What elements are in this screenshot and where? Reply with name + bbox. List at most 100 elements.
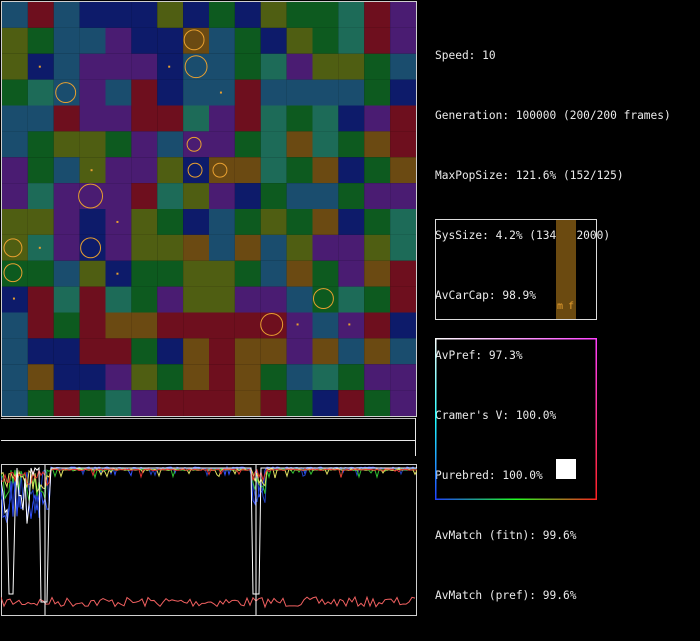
stat-av-match-pref: AvMatch (pref): 99.6% <box>435 589 577 602</box>
habitat-cell <box>234 364 261 391</box>
habitat-cell <box>338 390 365 416</box>
habitat-cell <box>183 157 209 184</box>
habitat-cell <box>312 260 339 287</box>
habitat-cell <box>364 364 391 391</box>
series-line-red <box>1 595 416 609</box>
habitat-cell <box>338 209 365 235</box>
habitat-cell <box>53 338 80 365</box>
habitat-cell <box>260 53 287 80</box>
habitat-cell <box>53 157 80 184</box>
habitat-cell <box>105 286 132 313</box>
habitat-cell <box>27 157 54 184</box>
habitat-cell <box>364 209 391 235</box>
habitat-cell <box>312 312 339 339</box>
population-dot <box>116 220 119 223</box>
habitat-cell <box>390 286 416 313</box>
habitat-cell <box>209 53 235 80</box>
habitat-cell <box>27 364 54 391</box>
habitat-cell <box>105 312 132 339</box>
habitat-cell <box>53 183 80 209</box>
habitat-cell <box>183 286 209 313</box>
population-dot <box>348 323 351 326</box>
habitat-cell <box>105 338 132 365</box>
habitat-cell <box>79 286 106 313</box>
habitat-cell <box>234 27 261 54</box>
habitat-cell <box>234 131 261 158</box>
habitat-cell <box>286 390 313 416</box>
habitat-cell <box>390 2 416 28</box>
habitat-cell <box>338 234 365 261</box>
habitat-cell <box>364 2 391 28</box>
habitat-cell <box>312 338 339 365</box>
population-dot <box>38 65 41 68</box>
habitat-cell <box>131 260 158 287</box>
habitat-cell <box>157 364 184 391</box>
population-dot <box>38 246 41 249</box>
habitat-cell <box>260 209 287 235</box>
habitat-cell <box>390 131 416 158</box>
habitat-cell <box>183 338 209 365</box>
habitat-cell <box>53 234 80 261</box>
habitat-cell <box>105 105 132 132</box>
pref-square-edge-right <box>595 338 597 500</box>
habitat-cell <box>157 390 184 416</box>
habitat-cell <box>131 53 158 80</box>
habitat-cell <box>364 157 391 184</box>
habitat-cell <box>53 390 80 416</box>
habitat-cell <box>260 390 287 416</box>
habitat-cell <box>209 260 235 287</box>
population-ring <box>184 55 208 79</box>
habitat-cell <box>79 79 106 106</box>
habitat-cell <box>27 286 54 313</box>
habitat-cell <box>105 157 132 184</box>
habitat-cell <box>27 260 54 287</box>
habitat-cell <box>390 338 416 365</box>
habitat-cell <box>338 79 365 106</box>
habitat-cell <box>157 2 184 28</box>
habitat-cell <box>234 209 261 235</box>
habitat-cell <box>338 312 365 339</box>
habitat-cell <box>27 183 54 209</box>
stat-max-pop-size: MaxPopSize: 121.6% (152/125) <box>435 169 624 182</box>
habitat-cell <box>131 27 158 54</box>
habitat-cell <box>2 157 28 184</box>
habitat-cell <box>79 234 106 261</box>
habitat-cell <box>157 79 184 106</box>
series-line-white <box>1 466 417 603</box>
habitat-cell <box>234 53 261 80</box>
habitat-cell <box>286 338 313 365</box>
habitat-cell <box>183 312 209 339</box>
habitat-cell <box>157 157 184 184</box>
habitat-cell <box>183 79 209 106</box>
habitat-cell <box>312 364 339 391</box>
habitat-cell <box>338 183 365 209</box>
habitat-cell <box>2 312 28 339</box>
habitat-cell <box>260 286 287 313</box>
habitat-cell <box>209 338 235 365</box>
habitat-cell <box>53 131 80 158</box>
habitat-cell <box>338 338 365 365</box>
habitat-cell <box>364 53 391 80</box>
habitat-cell <box>2 338 28 365</box>
habitat-cell <box>390 105 416 132</box>
habitat-cell <box>2 2 28 28</box>
habitat-cell <box>390 183 416 209</box>
habitat-cell <box>157 338 184 365</box>
habitat-cell <box>183 234 209 261</box>
habitat-cell <box>338 2 365 28</box>
habitat-cell <box>27 27 54 54</box>
divider-line <box>1 440 416 441</box>
habitat-cell <box>286 131 313 158</box>
habitat-cell <box>364 390 391 416</box>
habitat-cell <box>131 131 158 158</box>
habitat-cell <box>209 105 235 132</box>
habitat-cell <box>105 390 132 416</box>
habitat-cell <box>2 183 28 209</box>
habitat-cell <box>312 209 339 235</box>
habitat-cell <box>209 390 235 416</box>
pref-square-marker <box>556 459 576 479</box>
habitat-cell <box>260 79 287 106</box>
habitat-cell <box>286 209 313 235</box>
habitat-cell <box>364 338 391 365</box>
habitat-cell <box>260 364 287 391</box>
